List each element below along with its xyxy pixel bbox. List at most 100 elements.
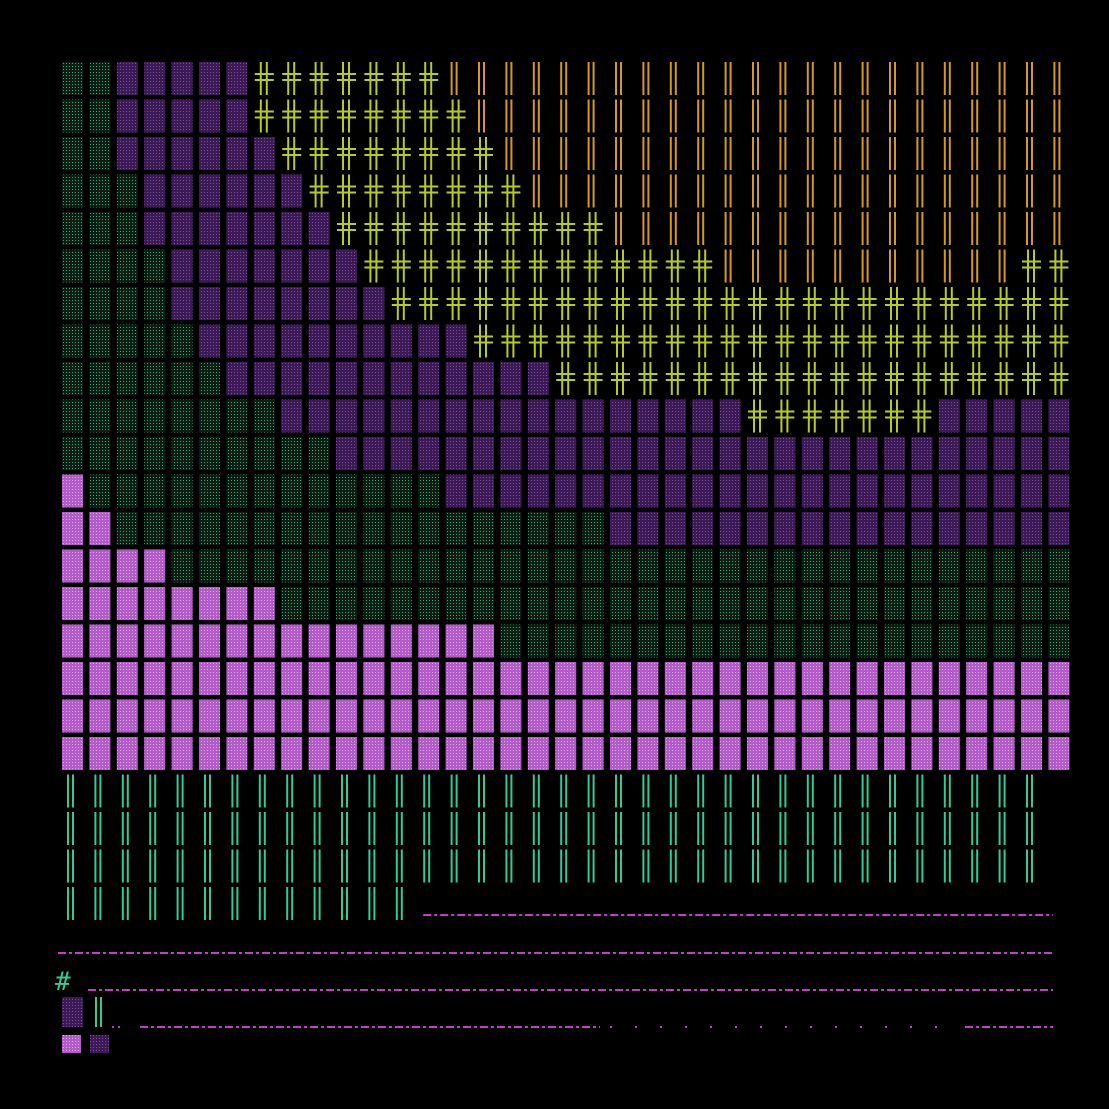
purple-cell (774, 474, 796, 508)
purple-cell (390, 399, 412, 433)
pink-cell (116, 624, 138, 658)
purple-cell (911, 474, 933, 508)
pink-cell (884, 662, 905, 695)
pink-cell (719, 737, 741, 770)
pink-cell (774, 737, 796, 770)
green-cell (363, 474, 385, 508)
green-cell (664, 624, 686, 658)
green-cell (582, 624, 604, 658)
pink-cell (116, 549, 138, 583)
pink-cell (610, 737, 631, 770)
green-cell (144, 437, 166, 470)
pink-cell (171, 662, 193, 695)
purple-cell (336, 324, 357, 358)
purple-cell (637, 399, 659, 433)
purple-cell (938, 512, 960, 545)
purple-cell (418, 362, 440, 395)
green-cell (89, 249, 111, 283)
purple-cell (664, 399, 686, 433)
green-cell (911, 549, 933, 583)
green-cell (664, 587, 686, 620)
purple-cell (993, 474, 1015, 508)
purple-cell (308, 212, 330, 245)
pink-cell (774, 699, 796, 733)
pink-cell (171, 624, 193, 658)
green-cell (171, 362, 193, 395)
pink-cell (500, 662, 522, 695)
green-cell (966, 549, 988, 583)
pink-cell (774, 662, 796, 695)
green-cell (719, 549, 741, 583)
green-cell (610, 549, 631, 583)
pink-cell (966, 662, 988, 695)
purple-cell (938, 474, 960, 508)
purple-cell (253, 137, 275, 170)
purple-cell (774, 437, 796, 470)
purple-cell (500, 399, 522, 433)
purple-cell (884, 474, 905, 508)
green-cell (89, 362, 111, 395)
green-cell (171, 512, 193, 545)
green-cell (226, 549, 248, 583)
pink-cell (993, 699, 1015, 733)
pink-cell (938, 699, 960, 733)
pink-cell (473, 624, 494, 658)
purple-cell (445, 437, 467, 470)
pink-cell (473, 737, 494, 770)
green-cell (336, 549, 357, 583)
pink-cell (445, 624, 467, 658)
pink-cell (89, 699, 111, 733)
pink-cell (692, 699, 714, 733)
pink-cell (89, 662, 111, 695)
purple-cell (226, 174, 248, 208)
purple-cell (253, 362, 275, 395)
purple-cell (363, 437, 385, 470)
pink-cell (747, 662, 768, 695)
pink-cell (1021, 699, 1042, 733)
pink-cell (253, 737, 275, 770)
purple-cell (199, 324, 220, 358)
purple-cell (719, 512, 741, 545)
purple-cell (527, 399, 549, 433)
green-cell (500, 512, 522, 545)
pink-cell (62, 474, 83, 508)
pink-cell (473, 699, 494, 733)
green-cell (89, 174, 111, 208)
pink-cell (89, 737, 111, 770)
green-cell (390, 549, 412, 583)
pink-cell (253, 662, 275, 695)
purple-cell (774, 512, 796, 545)
green-cell (144, 287, 166, 320)
purple-cell (719, 437, 741, 470)
green-cell (144, 362, 166, 395)
purple-cell (1048, 437, 1070, 470)
purple-cell (144, 137, 166, 170)
pink-cell (801, 737, 823, 770)
green-cell (62, 249, 83, 283)
green-cell (582, 512, 604, 545)
purple-cell (473, 437, 494, 470)
green-cell (1021, 624, 1042, 658)
pink-cell (336, 624, 357, 658)
green-cell (884, 587, 905, 620)
purple-cell (856, 512, 878, 545)
purple-cell (171, 287, 193, 320)
pink-cell (445, 662, 467, 695)
pink-cell (62, 587, 83, 620)
green-cell (637, 624, 659, 658)
pink-cell (89, 549, 111, 583)
pink-cell (582, 737, 604, 770)
purple-cell (801, 474, 823, 508)
purple-cell (637, 474, 659, 508)
purple-cell (555, 399, 577, 433)
purple-cell (418, 437, 440, 470)
pink-cell (144, 624, 166, 658)
pink-cell (62, 624, 83, 658)
pink-cell (582, 662, 604, 695)
purple-cell (336, 249, 357, 283)
purple-cell (664, 437, 686, 470)
purple-cell (582, 437, 604, 470)
green-cell (144, 512, 166, 545)
purple-cell (445, 474, 467, 508)
green-cell (555, 624, 577, 658)
